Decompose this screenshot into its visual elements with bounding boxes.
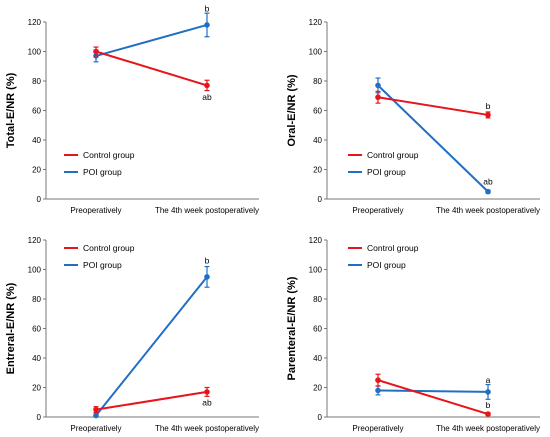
data-point (375, 387, 381, 394)
data-point (93, 412, 99, 419)
series-line (95, 50, 208, 87)
series-line (95, 276, 208, 417)
x-tick-label: Preoperatively (70, 206, 121, 215)
y-tick-label: 80 (313, 77, 322, 86)
y-tick-label: 120 (28, 236, 42, 245)
annotation-label: ab (483, 176, 493, 186)
y-tick-label: 120 (309, 18, 323, 27)
y-tick-label: 60 (313, 107, 322, 116)
y-tick-label: 0 (37, 195, 42, 204)
y-axis-title: Oral-E/NR (%) (286, 74, 298, 146)
y-tick-label: 20 (313, 384, 322, 393)
legend-label: Control group (367, 150, 419, 160)
annotation-label: ab (202, 92, 212, 102)
y-axis-title: Total-E/NR (%) (5, 72, 17, 148)
y-tick-label: 20 (313, 166, 322, 175)
data-point (204, 274, 210, 280)
y-tick-label: 80 (32, 77, 41, 86)
data-point (485, 188, 491, 195)
data-point (485, 411, 491, 417)
legend-label: Control group (367, 243, 419, 253)
y-tick-label: 40 (32, 354, 41, 363)
y-axis-title: Parenteral-E/NR (%) (286, 276, 298, 380)
y-tick-label: 60 (32, 325, 41, 334)
y-tick-label: 80 (313, 295, 322, 304)
series-line (377, 379, 489, 416)
chart-panel-3: 0 20 40 60 80 100 120 Preoperatively The 4th wee… (5, 236, 259, 433)
series-line (377, 96, 489, 116)
annotation-label: b (486, 101, 491, 111)
y-axis-title: Entreral-E/NR (%) (5, 282, 17, 374)
y-tick-label: 40 (313, 354, 322, 363)
data-point (485, 389, 491, 395)
x-tick-label: The 4th week postoperatively (436, 206, 540, 215)
chart-panel-4: 0 20 40 60 80 100 120 Preoperatively The 4th wee… (286, 236, 540, 433)
chart-panel-2: 0 20 40 60 80 100 120 Preoperatively The 4th wee… (286, 18, 540, 215)
annotation-label: ab (202, 397, 212, 407)
y-tick-label: 100 (28, 266, 42, 275)
y-tick-label: 0 (318, 195, 323, 204)
x-tick-label: The 4th week postoperatively (155, 206, 259, 215)
y-tick-label: 20 (32, 384, 41, 393)
data-point (93, 48, 99, 55)
legend-label: POI group (367, 260, 406, 270)
y-tick-label: 20 (32, 166, 41, 175)
legend-label: Control group (83, 243, 135, 253)
y-tick-label: 120 (28, 18, 42, 27)
data-point (375, 94, 381, 101)
annotation-label: b (486, 400, 491, 410)
x-tick-label: The 4th week postoperatively (155, 424, 259, 433)
series-line (377, 389, 489, 393)
y-tick-label: 60 (313, 325, 322, 334)
legend-label: POI group (367, 167, 406, 177)
y-tick-label: 100 (309, 48, 323, 57)
data-point (375, 82, 381, 89)
y-tick-label: 60 (32, 107, 41, 116)
data-point (204, 389, 210, 395)
y-tick-label: 120 (309, 236, 323, 245)
data-point (204, 22, 210, 28)
data-point (93, 406, 99, 413)
series-line (377, 84, 489, 193)
y-tick-label: 80 (32, 295, 41, 304)
y-tick-label: 0 (318, 413, 323, 422)
series-line (95, 23, 208, 57)
data-point (485, 112, 491, 118)
y-tick-label: 0 (37, 413, 42, 422)
annotation-label: b (205, 256, 210, 266)
annotation-label: b (205, 4, 210, 14)
x-tick-label: Preoperatively (352, 206, 403, 215)
legend-label: Control group (83, 150, 135, 160)
chart-panel-1: 0 20 40 60 80 100 120 Preoperatively The 4th wee… (5, 4, 259, 215)
y-tick-label: 100 (28, 48, 42, 57)
series-line (95, 390, 208, 411)
x-tick-label: Preoperatively (352, 424, 403, 433)
data-point (375, 377, 381, 383)
y-tick-label: 40 (313, 136, 322, 145)
legend-label: POI group (83, 167, 122, 177)
data-point (204, 82, 210, 89)
x-tick-label: The 4th week postoperatively (436, 424, 540, 433)
y-tick-label: 100 (309, 266, 323, 275)
x-tick-label: Preoperatively (70, 424, 121, 433)
y-tick-label: 40 (32, 136, 41, 145)
legend-label: POI group (83, 260, 122, 270)
annotation-label: a (486, 375, 491, 385)
